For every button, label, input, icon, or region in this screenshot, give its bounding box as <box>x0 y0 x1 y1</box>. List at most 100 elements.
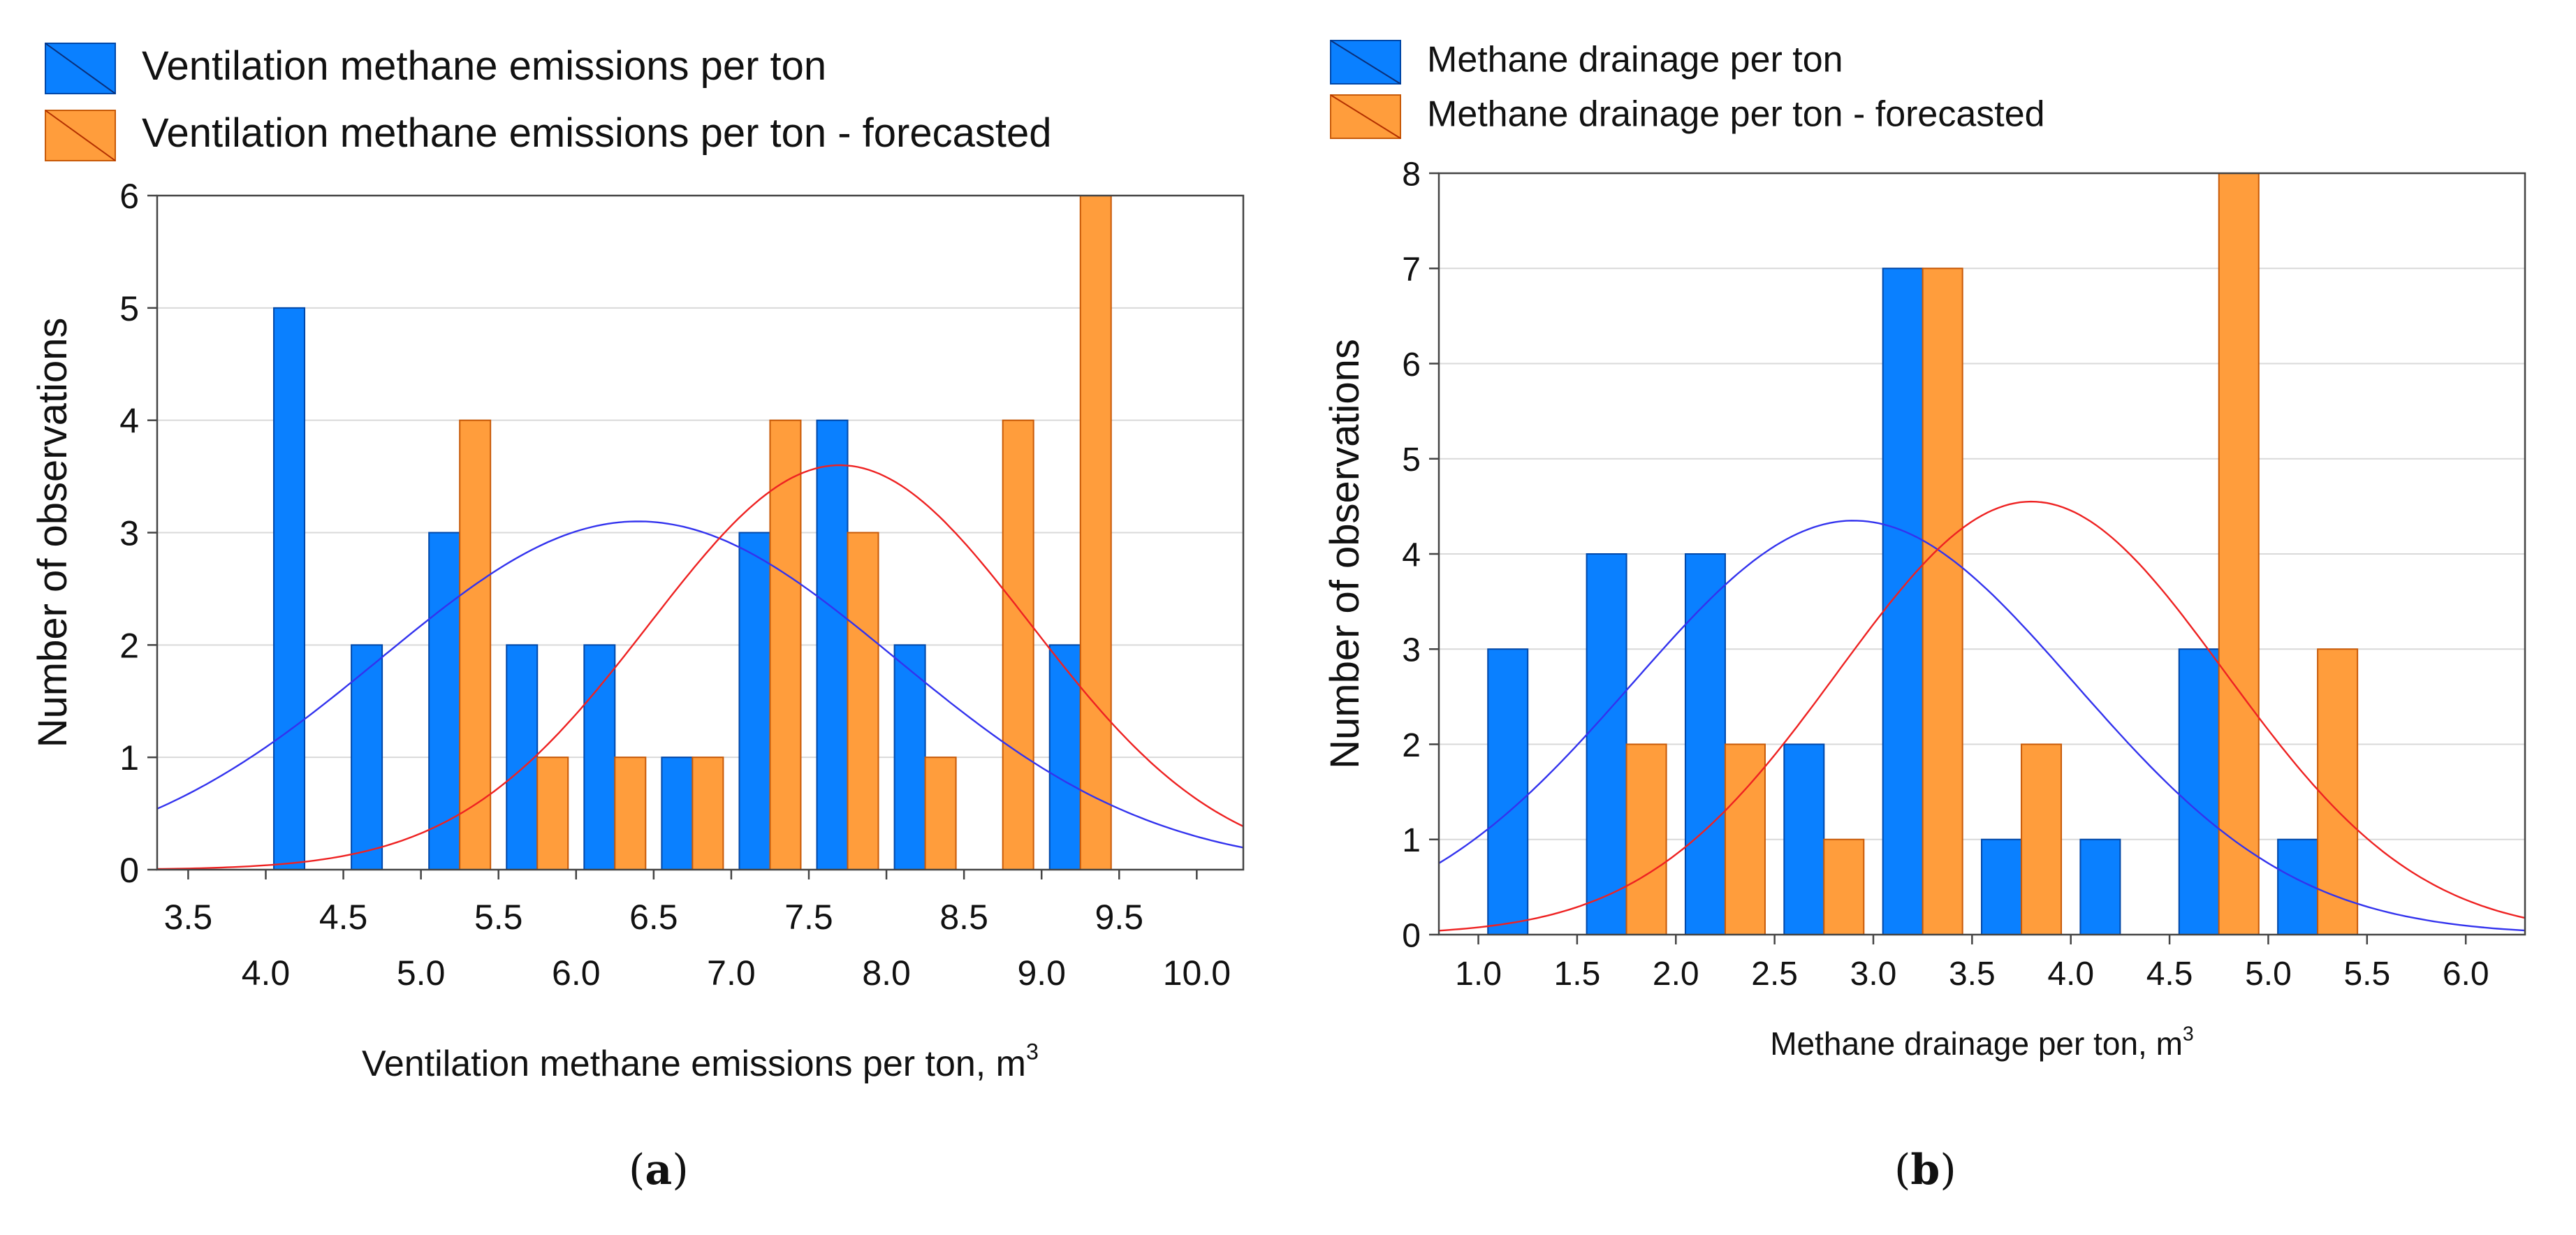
bar-forecast <box>536 757 569 870</box>
x-tick-label: 4.0 <box>242 953 291 993</box>
x-tick-label: 5.0 <box>397 953 446 993</box>
y-tick-label: 8 <box>1402 156 1421 193</box>
bar-observed <box>1981 838 2023 935</box>
y-tick-label: 1 <box>119 738 139 777</box>
legend-label-observed: Ventilation methane emissions per ton <box>142 43 826 89</box>
y-tick-label: 0 <box>1402 917 1421 954</box>
x-tick-label: 9.5 <box>1095 898 1144 937</box>
x-tick-label: 4.0 <box>2047 956 2094 993</box>
legend-swatch-hatch <box>1330 40 1401 85</box>
legend-item-b-observed: Methane drainage per ton <box>1330 40 1843 85</box>
y-tick-label: 1 <box>1402 822 1421 859</box>
bar-forecast <box>1079 195 1112 870</box>
bar-observed <box>506 644 539 870</box>
bar-forecast <box>924 757 957 870</box>
x-axis-label-superscript: 3 <box>1026 1039 1039 1065</box>
x-tick-label: 5.5 <box>474 898 523 937</box>
bar-observed <box>428 532 461 870</box>
bar-observed <box>351 644 383 870</box>
bar-observed <box>1882 268 1924 935</box>
x-tick-label: 6.5 <box>629 898 678 937</box>
bar-observed <box>2079 838 2121 935</box>
y-tick-label: 5 <box>119 289 139 328</box>
x-tick-label: 9.0 <box>1017 953 1066 993</box>
legend-item-b-forecast: Methane drainage per ton - forecasted <box>1330 94 2045 139</box>
y-tick-label: 0 <box>119 851 139 890</box>
x-axis-label: Ventilation methane emissions per ton, m… <box>362 1039 1039 1084</box>
x-tick-label: 3.5 <box>164 898 213 937</box>
legend-swatch-hatch <box>1330 94 1401 139</box>
caption-b: (b) <box>1894 1146 1956 1194</box>
y-tick-label: 7 <box>1402 251 1421 288</box>
x-tick-label: 5.5 <box>2343 956 2390 993</box>
x-tick-label: 3.5 <box>1949 956 1996 993</box>
legend-item-a-forecast: Ventilation methane emissions per ton - … <box>45 110 1052 161</box>
fit-curve-forecast <box>1438 500 2526 932</box>
bar-observed <box>661 757 694 870</box>
bar-observed <box>1487 648 1529 935</box>
x-tick-label: 6.0 <box>2443 956 2489 993</box>
bar-forecast <box>1724 743 1766 935</box>
x-tick-label: 8.5 <box>939 898 988 937</box>
x-tick-label: 2.5 <box>1751 956 1798 993</box>
bar-forecast <box>2021 743 2063 935</box>
x-axis-label-superscript: 3 <box>2183 1023 2194 1045</box>
legend-swatch-hatch <box>45 43 116 94</box>
legend-swatch-hatch <box>45 110 116 161</box>
bar-observed <box>2277 838 2319 935</box>
caption-a: (a) <box>629 1146 689 1194</box>
bar-observed <box>273 307 306 871</box>
x-tick-label: 6.0 <box>552 953 601 993</box>
y-tick-label: 6 <box>1402 346 1421 383</box>
legend-label-forecast: Ventilation methane emissions per ton - … <box>142 110 1052 156</box>
bar-observed <box>583 644 616 870</box>
bar-forecast <box>1002 419 1034 870</box>
bar-observed <box>1783 743 1825 935</box>
bar-observed <box>1586 553 1627 935</box>
bar-forecast <box>769 419 802 870</box>
x-tick-label: 2.0 <box>1653 956 1699 993</box>
x-tick-label: 4.5 <box>2146 956 2193 993</box>
fit-curve-observed <box>156 520 1244 849</box>
legend-label-observed: Methane drainage per ton <box>1427 40 1843 80</box>
y-tick-label: 5 <box>1402 441 1421 478</box>
x-tick-label: 4.5 <box>319 898 368 937</box>
x-tick-label: 10.0 <box>1163 953 1231 993</box>
x-axis-label-text: Methane drainage per ton, m <box>1770 1025 2183 1062</box>
y-tick-label: 3 <box>119 514 139 553</box>
y-tick-label: 4 <box>119 402 139 441</box>
y-tick-label: 2 <box>119 626 139 665</box>
chart-panel-b: Methane drainage per ton Methane drainage… <box>1322 40 2526 1062</box>
x-axis-label-text: Ventilation methane emissions per ton, m <box>362 1044 1026 1084</box>
bar-observed <box>1048 644 1081 870</box>
legend-item-a-observed: Ventilation methane emissions per ton <box>45 43 826 94</box>
bar-forecast <box>1625 743 1667 935</box>
x-tick-label: 8.0 <box>862 953 911 993</box>
chart-panel-a: Ventilation methane emissions per ton Ven… <box>30 43 1245 1084</box>
bar-observed <box>816 419 849 870</box>
bar-observed <box>2178 648 2220 935</box>
bar-forecast <box>2218 173 2260 935</box>
bar-forecast <box>1922 268 1963 935</box>
x-tick-label: 7.0 <box>707 953 756 993</box>
caption-b-label: b <box>1910 1146 1940 1194</box>
fit-curve-forecast <box>156 464 1244 870</box>
y-tick-label: 2 <box>1402 727 1421 764</box>
x-tick-label: 1.0 <box>1455 956 1502 993</box>
x-tick-label: 3.0 <box>1850 956 1897 993</box>
bar-forecast <box>459 419 492 870</box>
x-tick-label: 1.5 <box>1554 956 1601 993</box>
bar-observed <box>738 532 771 870</box>
bar-forecast <box>614 757 647 870</box>
legend-label-forecast: Methane drainage per ton - forecasted <box>1427 94 2045 135</box>
y-axis-label: Number of observations <box>30 318 75 748</box>
y-tick-label: 3 <box>1402 632 1421 669</box>
caption-a-label: a <box>645 1146 673 1194</box>
bar-forecast <box>691 757 724 870</box>
x-tick-label: 7.5 <box>784 898 833 937</box>
x-axis-label: Methane drainage per ton, m3 <box>1770 1023 2194 1062</box>
bar-observed <box>1684 553 1726 935</box>
fit-curve-observed <box>1438 520 2526 932</box>
y-tick-label: 6 <box>119 177 139 216</box>
